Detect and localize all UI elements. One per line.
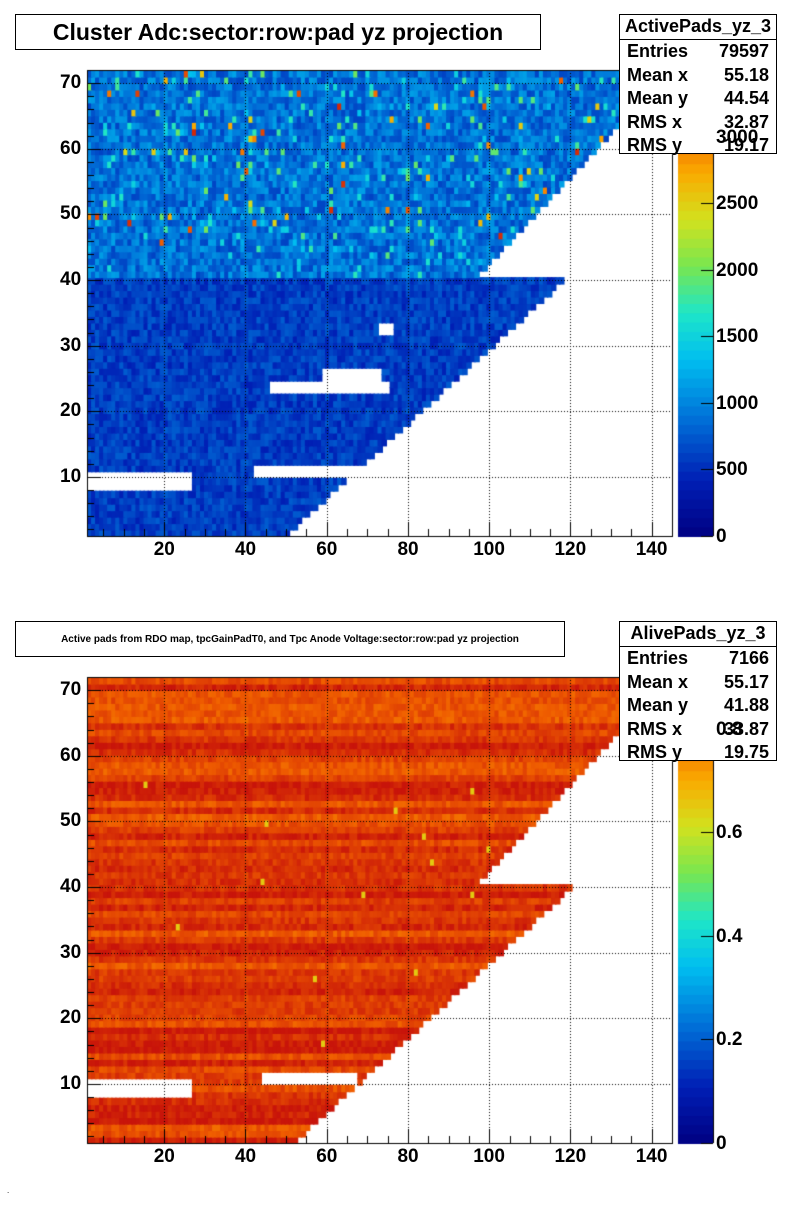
stats-label: RMS x <box>627 718 683 739</box>
y-tick-label: 60 <box>60 137 82 159</box>
colorbar-tick-label: 0.4 <box>716 925 743 947</box>
stats-label: RMS y <box>627 742 683 762</box>
x-tick-label: 20 <box>153 1146 175 1167</box>
colorbar-tick-label: 0.6 <box>716 821 743 843</box>
stats-label: RMS y <box>627 135 683 155</box>
y-tick-label: 40 <box>60 876 82 898</box>
stats-row-rms-x: RMS x 32.87 <box>620 111 776 135</box>
y-tick-label: 70 <box>60 72 82 94</box>
colorbar-tick-label: 500 <box>716 458 748 480</box>
colorbar-tick-label: 2500 <box>716 192 759 214</box>
x-tick-label: 40 <box>234 539 257 560</box>
chart-title-top: Cluster Adc:sector:row:pad yz projection <box>15 14 541 50</box>
stats-value: 33.87 <box>723 718 769 739</box>
x-tick-label: 120 <box>554 539 587 560</box>
y-tick-label: 30 <box>60 334 82 356</box>
stats-row-rms-y: RMS y 19.17 <box>620 134 776 158</box>
y-tick-label: 60 <box>60 744 82 766</box>
x-tick-label: 80 <box>397 539 419 560</box>
stats-value: 55.18 <box>723 64 769 85</box>
stats-label: Entries <box>627 41 689 61</box>
stats-value: 32.87 <box>723 111 769 132</box>
stats-label: Mean y <box>627 695 689 715</box>
stats-value: 79597 <box>718 41 769 61</box>
colorbar-tick-label: 0 <box>716 1132 727 1154</box>
y-tick-label: 50 <box>60 203 82 225</box>
stats-label: Entries <box>627 648 689 668</box>
stats-label: Mean x <box>627 64 689 85</box>
x-tick-label: 60 <box>316 1146 338 1167</box>
stats-value: 19.17 <box>723 135 769 155</box>
colorbar-tick-label: 1500 <box>716 325 759 347</box>
y-tick-label: 10 <box>60 1072 82 1094</box>
x-tick-label: 140 <box>635 1146 668 1167</box>
x-tick-label: 60 <box>316 539 338 560</box>
x-tick-label: 100 <box>473 1146 505 1167</box>
colorbar-tick-label: 0.2 <box>716 1028 743 1050</box>
stats-row-mean-x: Mean x 55.18 <box>620 64 776 88</box>
stats-value: 19.75 <box>723 742 769 762</box>
y-tick-label: 30 <box>60 941 82 963</box>
stats-box-top: ActivePads_yz_3 Entries 79597 Mean x 55.18… <box>619 14 777 155</box>
stats-row-rms-x: RMS x 33.87 <box>620 718 776 742</box>
stats-row-entries: Entries 79597 <box>620 40 776 64</box>
stats-label: Mean y <box>627 88 689 108</box>
y-tick-label: 10 <box>60 465 82 487</box>
y-tick-label: 50 <box>60 810 82 832</box>
stats-value: 44.54 <box>723 88 769 108</box>
colorbar-tick-label: 0.8 <box>716 718 743 740</box>
stats-label: Mean x <box>627 671 689 692</box>
stats-row-mean-y: Mean y 41.88 <box>620 694 776 718</box>
y-tick-label: 20 <box>60 400 82 422</box>
stats-value: 7166 <box>728 648 769 668</box>
y-tick-label: 70 <box>60 679 82 701</box>
stats-row-mean-x: Mean x 55.17 <box>620 671 776 695</box>
stats-value: 55.17 <box>723 671 769 692</box>
x-tick-label: 120 <box>554 1146 587 1167</box>
stats-box-bottom: AlivePads_yz_3 Entries 7166 Mean x 55.17 M… <box>619 621 777 762</box>
stats-row-mean-y: Mean y 44.54 <box>620 87 776 111</box>
stats-value: 41.88 <box>723 695 769 715</box>
y-tick-label: 20 <box>60 1007 82 1029</box>
x-tick-label: 20 <box>153 539 175 560</box>
stats-name: AlivePads_yz_3 <box>620 622 776 647</box>
y-tick-label: 40 <box>60 269 82 291</box>
x-tick-label: 100 <box>473 539 505 560</box>
x-tick-label: 40 <box>234 1146 257 1167</box>
stats-name: ActivePads_yz_3 <box>620 15 776 40</box>
stats-label: RMS x <box>627 111 683 132</box>
colorbar-tick-label: 0 <box>716 525 727 547</box>
colorbar-tick-label: 2000 <box>716 259 759 281</box>
stats-row-entries: Entries 7166 <box>620 647 776 671</box>
corner-dot: . <box>7 1186 10 1195</box>
stats-row-rms-y: RMS y 19.75 <box>620 741 776 765</box>
colorbar-tick-label: 1000 <box>716 392 759 414</box>
chart-title-bottom: Active pads from RDO map, tpcGainPadT0, … <box>15 621 565 657</box>
x-tick-label: 80 <box>397 1146 419 1167</box>
colorbar-tick-label: 3000 <box>716 126 759 148</box>
x-tick-label: 140 <box>635 539 668 560</box>
